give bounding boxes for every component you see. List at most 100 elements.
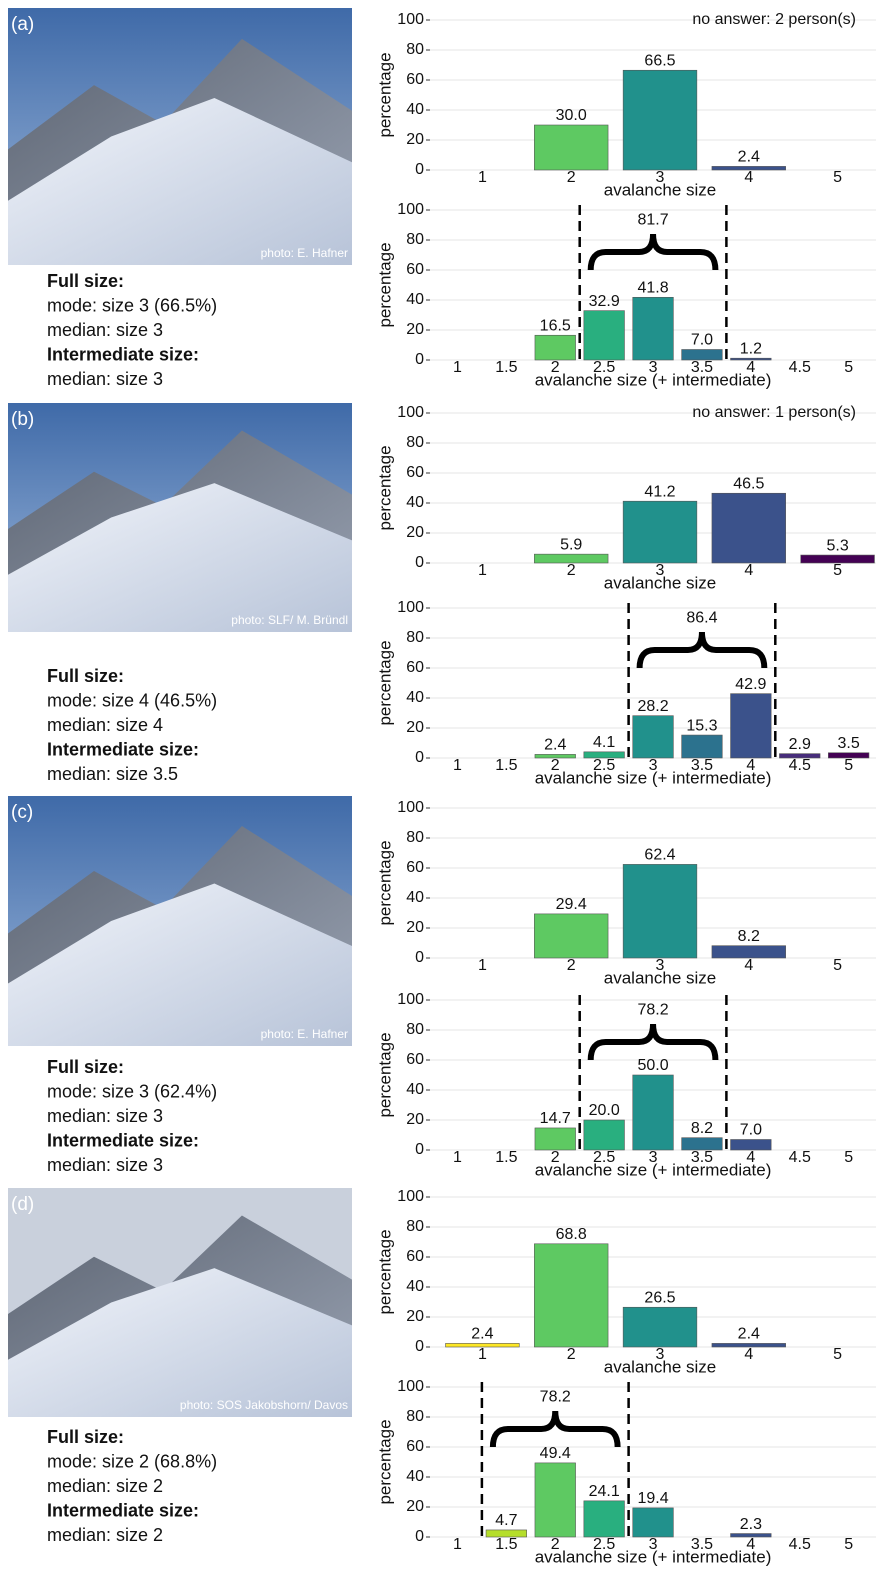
y-axis-label: percentage (375, 1032, 394, 1117)
y-tick-label: 40 (406, 889, 424, 906)
value-label: 8.2 (738, 928, 760, 945)
x-tick-label: 5 (833, 1346, 842, 1363)
y-tick-label: 60 (406, 659, 424, 676)
value-label: 49.4 (540, 1445, 571, 1462)
x-tick-label: 1 (453, 359, 462, 376)
y-tick-label: 100 (397, 1378, 424, 1395)
y-axis-label: percentage (375, 1229, 394, 1314)
y-tick-label: 20 (406, 1111, 424, 1128)
y-tick-label: 20 (406, 719, 424, 736)
x-tick-label: 2 (551, 359, 560, 376)
summary-line: mode: size 4 (46.5%) (47, 690, 217, 710)
x-tick-label: 3.5 (691, 1149, 713, 1166)
x-tick-label: 3 (656, 562, 665, 579)
x-tick-label: 2 (567, 169, 576, 186)
summary-line: Full size: (47, 1057, 124, 1077)
x-axis-label: avalanche size (+ intermediate) (535, 370, 772, 389)
x-tick-label: 2.5 (593, 359, 615, 376)
x-tick-label: 4.5 (789, 359, 811, 376)
summary-line: median: size 2 (47, 1476, 163, 1496)
value-label: 41.2 (644, 483, 675, 500)
x-axis-label: avalanche size (604, 968, 716, 987)
y-tick-label: 100 (397, 11, 424, 28)
value-label: 3.5 (838, 735, 860, 752)
brace (587, 233, 719, 271)
x-tick-label: 1 (453, 757, 462, 774)
y-tick-label: 60 (406, 71, 424, 88)
bar (534, 1243, 609, 1348)
summary-line: median: size 3.5 (47, 764, 178, 784)
photo-credit: photo: SLF/ M. Bründl (231, 613, 348, 627)
y-tick-label: 100 (397, 599, 424, 616)
y-tick-label: 100 (397, 404, 424, 421)
x-tick-label: 2 (551, 757, 560, 774)
x-tick-label: 1 (478, 1346, 487, 1363)
y-tick-label: 60 (406, 1438, 424, 1455)
y-tick-label: 40 (406, 1278, 424, 1295)
value-label: 29.4 (556, 896, 587, 913)
value-label: 7.0 (740, 1122, 762, 1139)
bar (711, 166, 786, 171)
x-axis-label: avalanche size (604, 180, 716, 199)
y-tick-label: 80 (406, 231, 424, 248)
value-label: 16.5 (540, 317, 571, 334)
x-tick-label: 4 (744, 562, 753, 579)
bracket-label: 78.2 (637, 1002, 668, 1019)
y-tick-label: 80 (406, 434, 424, 451)
x-tick-label: 2.5 (593, 1149, 615, 1166)
x-tick-label: 5 (844, 1149, 853, 1166)
value-label: 15.3 (686, 717, 717, 734)
value-label: 42.9 (735, 676, 766, 693)
bar (711, 1343, 786, 1348)
value-label: 26.5 (644, 1289, 675, 1306)
bar (445, 1343, 520, 1348)
value-label: 2.4 (738, 149, 760, 166)
x-tick-label: 5 (844, 359, 853, 376)
photo-snow (8, 97, 352, 265)
summary-line: mode: size 3 (62.4%) (47, 1081, 217, 1101)
bar (632, 1507, 674, 1538)
bar (622, 1306, 698, 1348)
x-tick-label: 2 (567, 562, 576, 579)
y-tick-label: 0 (415, 749, 424, 766)
x-tick-label: 3.5 (691, 359, 713, 376)
x-tick-label: 5 (833, 562, 842, 579)
summary-line: Intermediate size: (47, 344, 199, 364)
x-tick-label: 1 (453, 1536, 462, 1553)
photo-credit: photo: E. Hafner (261, 1027, 348, 1041)
x-tick-label: 4 (744, 169, 753, 186)
bracket-label: 78.2 (540, 1389, 571, 1406)
x-tick-label: 2 (551, 1149, 560, 1166)
x-tick-label: 4 (744, 1346, 753, 1363)
value-label: 5.3 (826, 537, 848, 554)
value-label: 19.4 (637, 1490, 668, 1507)
x-tick-label: 2 (551, 1536, 560, 1553)
bar (681, 349, 723, 361)
x-tick-label: 4.5 (789, 757, 811, 774)
y-tick-label: 40 (406, 689, 424, 706)
brace (587, 1023, 719, 1061)
bar (681, 1137, 723, 1151)
bar (681, 734, 723, 759)
y-tick-label: 60 (406, 1051, 424, 1068)
y-tick-label: 20 (406, 1498, 424, 1515)
bar (730, 693, 772, 759)
x-tick-label: 3 (649, 359, 658, 376)
y-axis-label: percentage (375, 640, 394, 725)
bar (534, 754, 576, 759)
y-axis-label: percentage (375, 445, 394, 530)
x-tick-label: 4.5 (789, 1536, 811, 1553)
x-tick-label: 4 (746, 1536, 755, 1553)
y-tick-label: 60 (406, 859, 424, 876)
value-label: 30.0 (556, 107, 587, 124)
y-tick-label: 80 (406, 41, 424, 58)
bar (711, 945, 786, 959)
x-tick-label: 1 (478, 169, 487, 186)
x-tick-label: 3 (656, 957, 665, 974)
x-tick-label: 1.5 (495, 1149, 517, 1166)
x-tick-label: 1 (478, 562, 487, 579)
annotation: no answer: 1 person(s) (692, 404, 856, 421)
bracket-label: 81.7 (637, 212, 668, 229)
bar (730, 1533, 772, 1538)
x-tick-label: 3 (649, 1149, 658, 1166)
